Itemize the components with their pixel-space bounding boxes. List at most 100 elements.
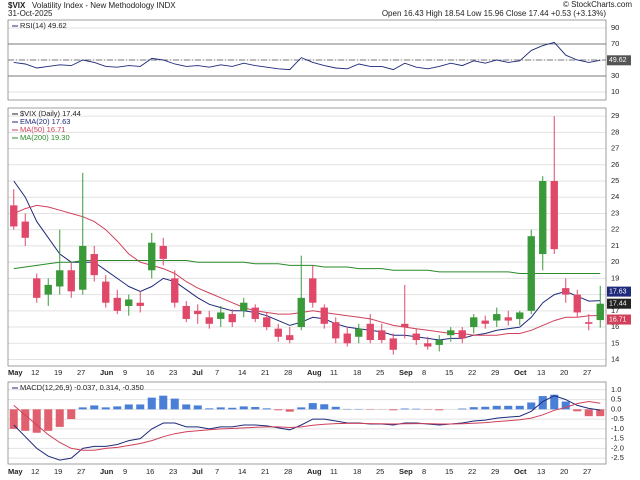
x-tick-label: 23 [169,467,177,476]
panel-frame [7,107,607,367]
histogram-bar [389,409,398,411]
x-tick-label: 23 [169,368,177,377]
histogram-bar [527,402,536,410]
x-tick-label: 25 [376,467,384,476]
y-tick-label: 26 [611,160,619,169]
legend-label: RSI(14) 49.62 [20,21,67,30]
legend-label: EMA(20) 17.63 [20,117,70,126]
histogram-bar [504,405,513,410]
rsi-line [13,41,601,71]
candle-body [228,314,236,323]
x-tick-label: 16 [146,368,154,377]
histogram-bar [159,395,168,410]
x-tick-label: Jun [100,368,114,377]
candle-body [309,278,317,303]
value-box [607,298,631,309]
credit: © StockCharts.com [563,0,632,9]
candle-body [113,297,121,311]
x-tick-label: 19 [54,368,62,377]
x-tick-label: Aug [307,368,322,377]
x-tick-label: 20 [560,467,568,476]
x-tick-label: 28 [284,467,292,476]
candle-body [366,323,374,341]
histogram-bar [573,409,582,412]
macd-line [13,400,601,451]
x-tick-label: Jun [100,467,114,476]
candle-body [217,312,225,319]
candle-body [447,330,455,336]
y-tick-label: 0.5 [611,395,621,404]
x-tick-label: 9 [123,368,127,377]
panel-frame [7,19,607,101]
histogram-bar [435,409,444,411]
x-tick-label: 22 [468,467,476,476]
histogram-bar [239,406,248,410]
candle-body [493,314,501,321]
histogram-bar [584,409,593,417]
histogram-bar [515,405,524,410]
candle-body [56,270,64,287]
candle-body [585,322,593,324]
histogram-bar [469,407,478,410]
legend-label: $VIX (Daily) 17.44 [20,109,81,118]
x-tick-label: 7 [215,368,219,377]
candle-body [297,297,305,328]
candle-body [44,284,52,295]
histogram-bar [216,407,225,410]
y-tick-label: 29 [611,111,619,120]
y-tick-label: 28 [611,127,619,136]
candle-body [251,307,259,319]
y-tick-label: 0.0 [611,404,621,413]
candle-body [274,328,282,337]
x-tick-label: 8 [422,368,426,377]
histogram-bar [67,409,76,420]
x-tick-label: 29 [491,467,499,476]
y-tick-label: -0.5 [611,414,624,423]
candle-body [67,270,75,292]
histogram-bar [561,401,570,410]
candle-body [182,305,190,319]
histogram-bar [274,409,283,411]
x-tick-label: 13 [537,368,545,377]
histogram-bar [458,408,467,410]
x-tick-label: 20 [560,368,568,377]
x-tick-label: 21 [261,368,269,377]
candle-body [550,181,558,250]
histogram-bar [147,397,156,410]
histogram-bar [55,409,64,427]
x-tick-label: 14 [238,467,246,476]
y-tick-label: -2.0 [611,443,624,452]
value-box [607,286,631,297]
x-tick-label: 15 [445,368,453,377]
histogram-bar [9,409,18,429]
candle-body [596,303,604,321]
histogram-bar [205,408,214,410]
x-tick-label: 27 [583,368,591,377]
histogram-bar [78,407,87,410]
histogram-bar [251,406,260,410]
value-box-label: 49.62 [609,57,627,64]
candle-body [125,299,133,306]
y-tick-label: 27 [611,144,619,153]
x-tick-label: 7 [215,467,219,476]
candle-body [458,330,466,339]
overlay-line [13,180,601,341]
x-tick-label: 11 [330,467,338,476]
y-tick-label: 16 [611,322,619,331]
candle-body [159,245,167,259]
candle-body [562,288,570,295]
x-tick-label: 29 [491,368,499,377]
histogram-bar [262,408,271,410]
candle-body [286,335,294,341]
y-tick-label: 20 [611,257,619,266]
y-tick-label: 24 [611,192,619,201]
histogram-bar [285,409,294,412]
candle-body [10,205,18,227]
x-tick-label: 25 [376,368,384,377]
histogram-bar [124,404,133,410]
x-tick-label: Oct [514,467,527,476]
histogram-bar [412,408,421,410]
histogram-bar [113,406,122,410]
candle-body [320,307,328,324]
histogram-bar [596,409,605,417]
